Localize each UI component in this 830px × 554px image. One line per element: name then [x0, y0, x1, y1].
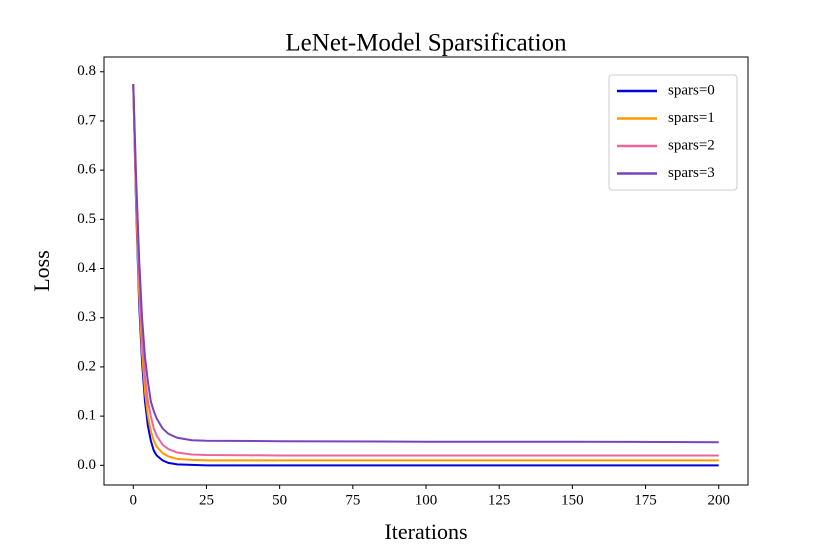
x-tick-label: 25: [199, 492, 214, 508]
legend-box: [608, 74, 738, 191]
y-tick-label: 0.4: [77, 260, 96, 276]
x-tick-label: 175: [634, 492, 657, 508]
legend-label: spars=2: [668, 137, 715, 153]
x-tick-label: 200: [707, 492, 730, 508]
y-tick-label: 0.7: [77, 112, 96, 128]
chart-title: LeNet-Model Sparsification: [285, 30, 567, 57]
y-tick-label: 0.0: [77, 457, 96, 473]
x-tick-label: 125: [488, 492, 511, 508]
x-tick-label: 150: [561, 492, 584, 508]
y-tick-label: 0.8: [77, 63, 96, 79]
series-line: [132, 84, 719, 457]
y-tick-label: 0.5: [77, 211, 96, 227]
x-tick-label: 0: [130, 492, 138, 508]
y-tick-label: 0.6: [77, 162, 96, 178]
legend-label: spars=3: [668, 165, 715, 181]
y-axis-label: Loss: [29, 250, 54, 292]
series-line: [132, 84, 719, 444]
x-tick-label: 100: [415, 492, 438, 508]
y-tick-label: 0.2: [77, 358, 96, 374]
legend-label: spars=0: [668, 82, 715, 98]
legend-label: spars=1: [668, 110, 715, 126]
y-tick-label: 0.3: [77, 309, 96, 325]
x-axis-label: Iterations: [384, 519, 467, 544]
x-tick-label: 75: [345, 492, 360, 508]
y-tick-label: 0.1: [77, 408, 96, 424]
plot-frame: [103, 56, 749, 486]
x-tick-label: 50: [272, 492, 287, 508]
